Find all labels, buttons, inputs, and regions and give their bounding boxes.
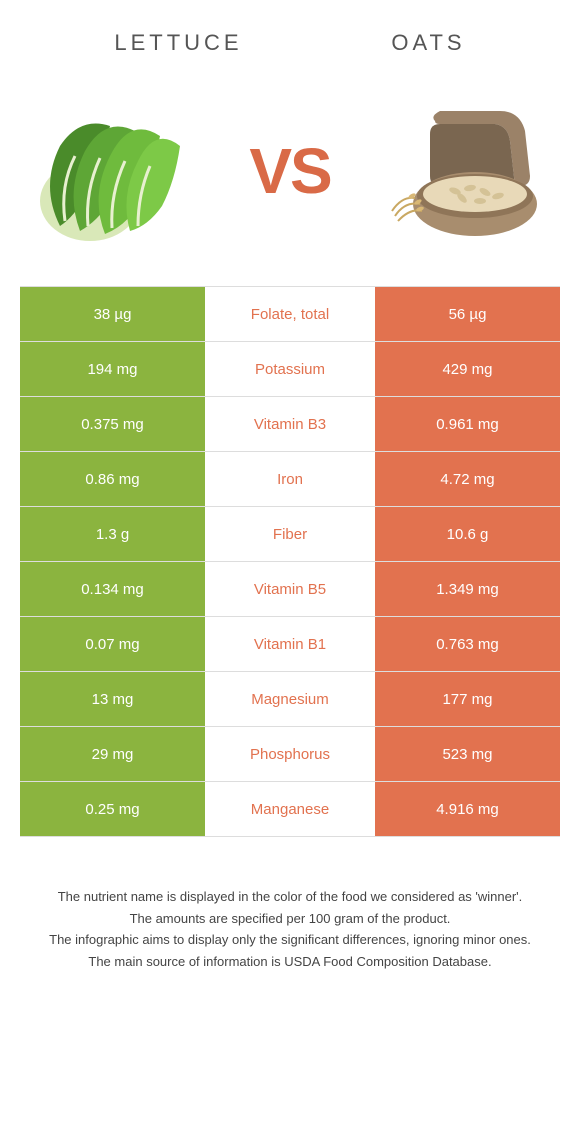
lettuce-value-cell: 0.25 mg	[20, 782, 205, 836]
lettuce-value-cell: 0.375 mg	[20, 397, 205, 451]
lettuce-icon	[30, 86, 200, 256]
oats-value-cell: 4.72 mg	[375, 452, 560, 506]
footer-notes: The nutrient name is displayed in the co…	[0, 837, 580, 993]
nutrient-label: Potassium	[205, 342, 375, 396]
oats-value-cell: 177 mg	[375, 672, 560, 726]
table-row: 1.3 gFiber10.6 g	[20, 507, 560, 562]
oats-value-cell: 10.6 g	[375, 507, 560, 561]
table-row: 194 mgPotassium429 mg	[20, 342, 560, 397]
oats-icon	[380, 86, 550, 256]
oats-value-cell: 429 mg	[375, 342, 560, 396]
footer-line: The main source of information is USDA F…	[30, 952, 550, 972]
nutrient-label: Phosphorus	[205, 727, 375, 781]
oats-image	[380, 86, 550, 256]
table-row: 38 µgFolate, total56 µg	[20, 287, 560, 342]
oats-value-cell: 0.763 mg	[375, 617, 560, 671]
oats-value-cell: 523 mg	[375, 727, 560, 781]
oats-value-cell: 56 µg	[375, 287, 560, 341]
table-row: 29 mgPhosphorus523 mg	[20, 727, 560, 782]
vs-label: VS	[249, 134, 330, 208]
footer-line: The nutrient name is displayed in the co…	[30, 887, 550, 907]
lettuce-value-cell: 0.86 mg	[20, 452, 205, 506]
lettuce-value-cell: 194 mg	[20, 342, 205, 396]
nutrient-label: Folate, total	[205, 287, 375, 341]
lettuce-value-cell: 0.134 mg	[20, 562, 205, 616]
oats-value-cell: 4.916 mg	[375, 782, 560, 836]
nutrient-label: Manganese	[205, 782, 375, 836]
right-food-title: OATS	[391, 30, 465, 56]
table-row: 0.375 mgVitamin B30.961 mg	[20, 397, 560, 452]
table-row: 13 mgMagnesium177 mg	[20, 672, 560, 727]
images-row: VS	[0, 66, 580, 286]
nutrient-label: Fiber	[205, 507, 375, 561]
nutrient-label: Iron	[205, 452, 375, 506]
footer-line: The infographic aims to display only the…	[30, 930, 550, 950]
table-row: 0.86 mgIron4.72 mg	[20, 452, 560, 507]
footer-line: The amounts are specified per 100 gram o…	[30, 909, 550, 929]
lettuce-image	[30, 86, 200, 256]
lettuce-value-cell: 0.07 mg	[20, 617, 205, 671]
lettuce-value-cell: 29 mg	[20, 727, 205, 781]
lettuce-value-cell: 38 µg	[20, 287, 205, 341]
lettuce-value-cell: 1.3 g	[20, 507, 205, 561]
table-row: 0.07 mgVitamin B10.763 mg	[20, 617, 560, 672]
nutrient-label: Vitamin B5	[205, 562, 375, 616]
comparison-table: 38 µgFolate, total56 µg194 mgPotassium42…	[20, 286, 560, 837]
nutrient-label: Vitamin B3	[205, 397, 375, 451]
nutrient-label: Vitamin B1	[205, 617, 375, 671]
nutrient-label: Magnesium	[205, 672, 375, 726]
header-row: LETTUCE OATS	[0, 0, 580, 66]
table-row: 0.25 mgManganese4.916 mg	[20, 782, 560, 837]
left-food-title: LETTUCE	[114, 30, 242, 56]
lettuce-value-cell: 13 mg	[20, 672, 205, 726]
oats-value-cell: 0.961 mg	[375, 397, 560, 451]
oats-value-cell: 1.349 mg	[375, 562, 560, 616]
table-row: 0.134 mgVitamin B51.349 mg	[20, 562, 560, 617]
